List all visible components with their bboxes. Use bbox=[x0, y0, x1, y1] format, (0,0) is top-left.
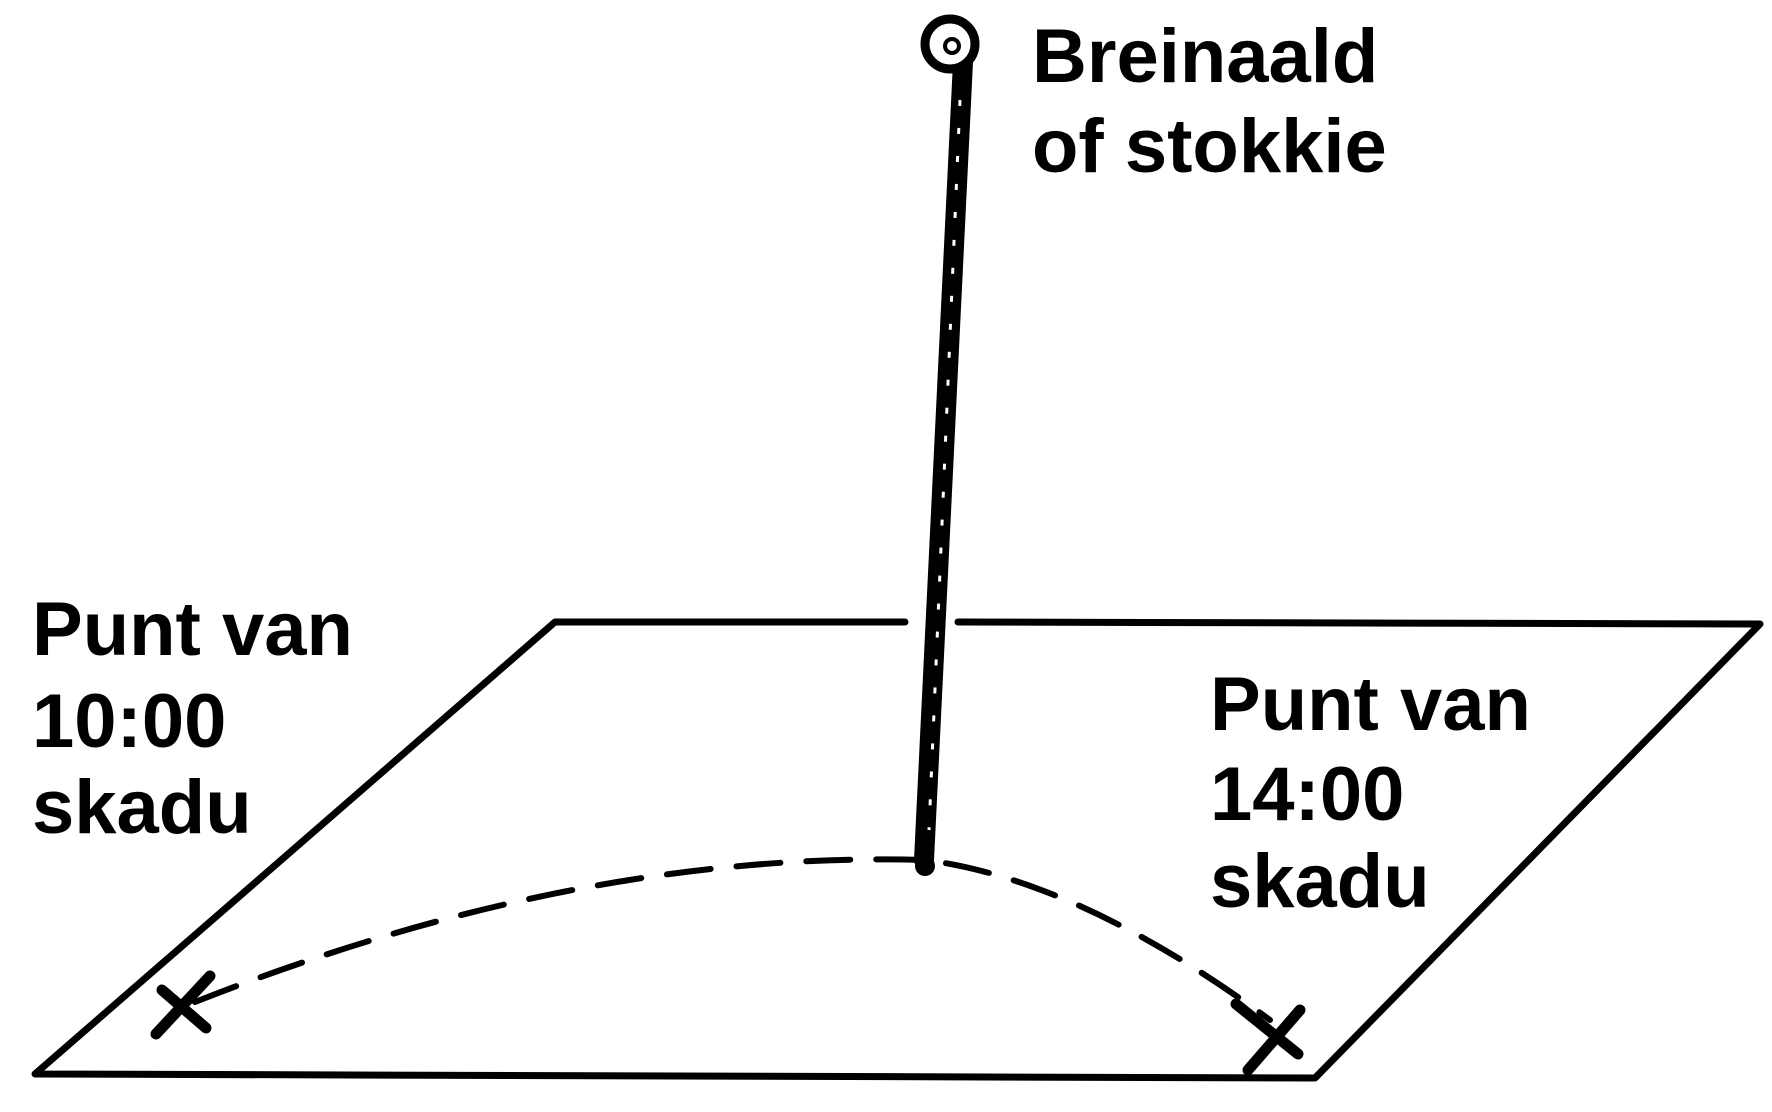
needle-head-inner bbox=[943, 37, 961, 55]
label-needle-line2: of stokkie bbox=[1032, 104, 1387, 189]
ground-plane bbox=[31, 618, 1764, 1082]
label-left-line2: 10:00 bbox=[32, 679, 226, 764]
needle-shaft bbox=[914, 52, 973, 870]
needle-head bbox=[920, 14, 980, 74]
label-right-line3: skadu bbox=[1210, 839, 1430, 924]
label-left-line3: skadu bbox=[32, 765, 252, 850]
label-left-shadow: Punt van 10:00 skadu bbox=[32, 587, 353, 850]
ground-plane-outline bbox=[31, 618, 1764, 1082]
needle-shaft-highlight bbox=[927, 99, 962, 831]
needle-base bbox=[915, 856, 935, 876]
cross-mark-left bbox=[150, 970, 216, 1040]
label-left-line1: Punt van bbox=[32, 587, 353, 672]
cross-mark-right bbox=[1230, 998, 1306, 1076]
label-right-shadow: Punt van 14:00 skadu bbox=[1210, 662, 1531, 924]
label-needle: Breinaald of stokkie bbox=[1032, 14, 1387, 189]
label-right-line1: Punt van bbox=[1210, 662, 1531, 747]
label-right-line2: 14:00 bbox=[1210, 752, 1404, 837]
shadow-path-dashed-arc bbox=[192, 856, 1273, 1023]
knitting-needle bbox=[914, 14, 980, 876]
label-needle-line1: Breinaald bbox=[1032, 14, 1378, 99]
